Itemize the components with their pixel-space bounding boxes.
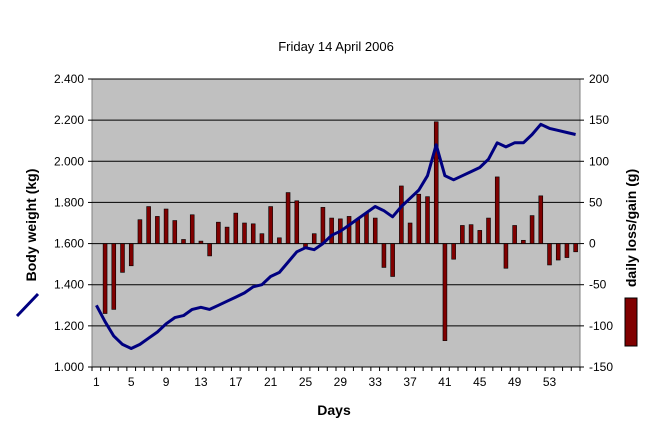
bar-daily-change: [564, 243, 570, 258]
bar-daily-change: [329, 217, 334, 244]
bar-daily-change: [268, 206, 273, 244]
bar-daily-change: [486, 217, 491, 244]
bar-daily-change: [460, 225, 465, 244]
legend-bar-swatch: [624, 297, 638, 347]
bar-daily-change: [451, 243, 456, 260]
legend-line-swatch: [15, 292, 40, 318]
bar-daily-change: [547, 243, 552, 266]
bar-daily-change: [555, 243, 561, 261]
bar-daily-change: [538, 195, 544, 244]
bar-daily-change: [529, 215, 535, 244]
y-right-tick-label: -50: [589, 278, 607, 292]
bar-daily-change: [311, 233, 317, 244]
x-tick-label: 45: [473, 375, 487, 389]
x-tick-label: 21: [264, 375, 278, 389]
bar-daily-change: [207, 243, 212, 257]
bar-daily-change: [512, 225, 517, 244]
bar-daily-change: [155, 216, 160, 244]
x-tick-label: 37: [403, 375, 417, 389]
bar-daily-change: [442, 243, 448, 341]
x-tick-label: 1: [93, 375, 100, 389]
x-tick-label: 53: [543, 375, 557, 389]
bar-daily-change: [224, 226, 230, 244]
y-right-tick-label: -150: [589, 360, 613, 374]
y-left-tick-label: 1.400: [54, 278, 84, 292]
bar-daily-change: [425, 196, 430, 244]
x-axis-label: Days: [317, 402, 351, 418]
bar-daily-change: [102, 243, 108, 314]
bar-daily-change: [198, 240, 204, 244]
bar-daily-change: [573, 243, 578, 253]
y-right-tick-label: 0: [589, 237, 596, 251]
chart-title: Friday 14 April 2006: [278, 39, 394, 54]
bar-daily-change: [250, 223, 256, 244]
bar-daily-change: [172, 220, 178, 244]
y-left-tick-label: 1.200: [54, 319, 84, 333]
bar-daily-change: [407, 222, 413, 244]
y-left-tick-label: 1.600: [54, 237, 84, 251]
bar-daily-change: [399, 185, 404, 244]
bar-daily-change: [189, 214, 195, 244]
y-right-tick-label: 150: [589, 113, 609, 127]
bar-daily-change: [364, 212, 369, 244]
bar-daily-change: [294, 200, 300, 244]
bar-daily-change: [390, 243, 395, 277]
bar-daily-change: [381, 243, 387, 268]
bar-daily-change: [521, 239, 526, 244]
bar-daily-change: [128, 243, 134, 267]
bar-daily-change: [163, 208, 169, 244]
y-right-tick-label: 50: [589, 195, 603, 209]
bar-daily-change: [433, 121, 439, 244]
y-left-tick-label: 1.000: [54, 360, 84, 374]
x-tick-label: 17: [229, 375, 243, 389]
bar-daily-change: [242, 222, 247, 244]
y-left-axis-label: Body weight (kg): [23, 169, 39, 282]
bar-daily-change: [372, 217, 378, 244]
bar-daily-change: [277, 237, 282, 244]
bar-daily-change: [468, 224, 474, 244]
bar-daily-change: [346, 216, 352, 244]
bar-daily-change: [259, 233, 265, 244]
bar-daily-change: [494, 176, 500, 244]
y-left-tick-label: 2.000: [54, 154, 84, 168]
bar-daily-change: [503, 243, 509, 269]
x-tick-label: 33: [369, 375, 383, 389]
y-right-tick-label: -100: [589, 319, 613, 333]
y-left-tick-label: 2.400: [54, 72, 84, 86]
bar-daily-change: [216, 221, 221, 244]
bar-daily-change: [355, 218, 361, 244]
x-tick-label: 5: [128, 375, 135, 389]
x-tick-label: 25: [299, 375, 313, 389]
body-weight-line: [95, 122, 576, 350]
x-tick-label: 41: [438, 375, 452, 389]
bar-daily-change: [146, 206, 151, 244]
bar-daily-change: [137, 219, 143, 244]
y-left-tick-label: 2.200: [54, 113, 84, 127]
y-left-tick-label: 1.800: [54, 195, 84, 209]
bar-daily-change: [120, 243, 125, 273]
bar-daily-change: [233, 212, 239, 244]
bar-daily-change: [477, 230, 483, 244]
bar-daily-change: [416, 193, 422, 244]
x-tick-label: 49: [508, 375, 522, 389]
x-tick-label: 29: [334, 375, 348, 389]
y-right-axis-label: daily loss/gain (g): [623, 169, 639, 287]
y-right-tick-label: 100: [589, 154, 609, 168]
bar-daily-change: [181, 239, 186, 244]
y-right-tick-label: 200: [589, 72, 609, 86]
x-tick-label: 13: [194, 375, 208, 389]
bar-daily-change: [320, 207, 326, 244]
bar-daily-change: [111, 243, 117, 310]
bar-daily-change: [285, 192, 291, 244]
x-tick-label: 9: [163, 375, 170, 389]
